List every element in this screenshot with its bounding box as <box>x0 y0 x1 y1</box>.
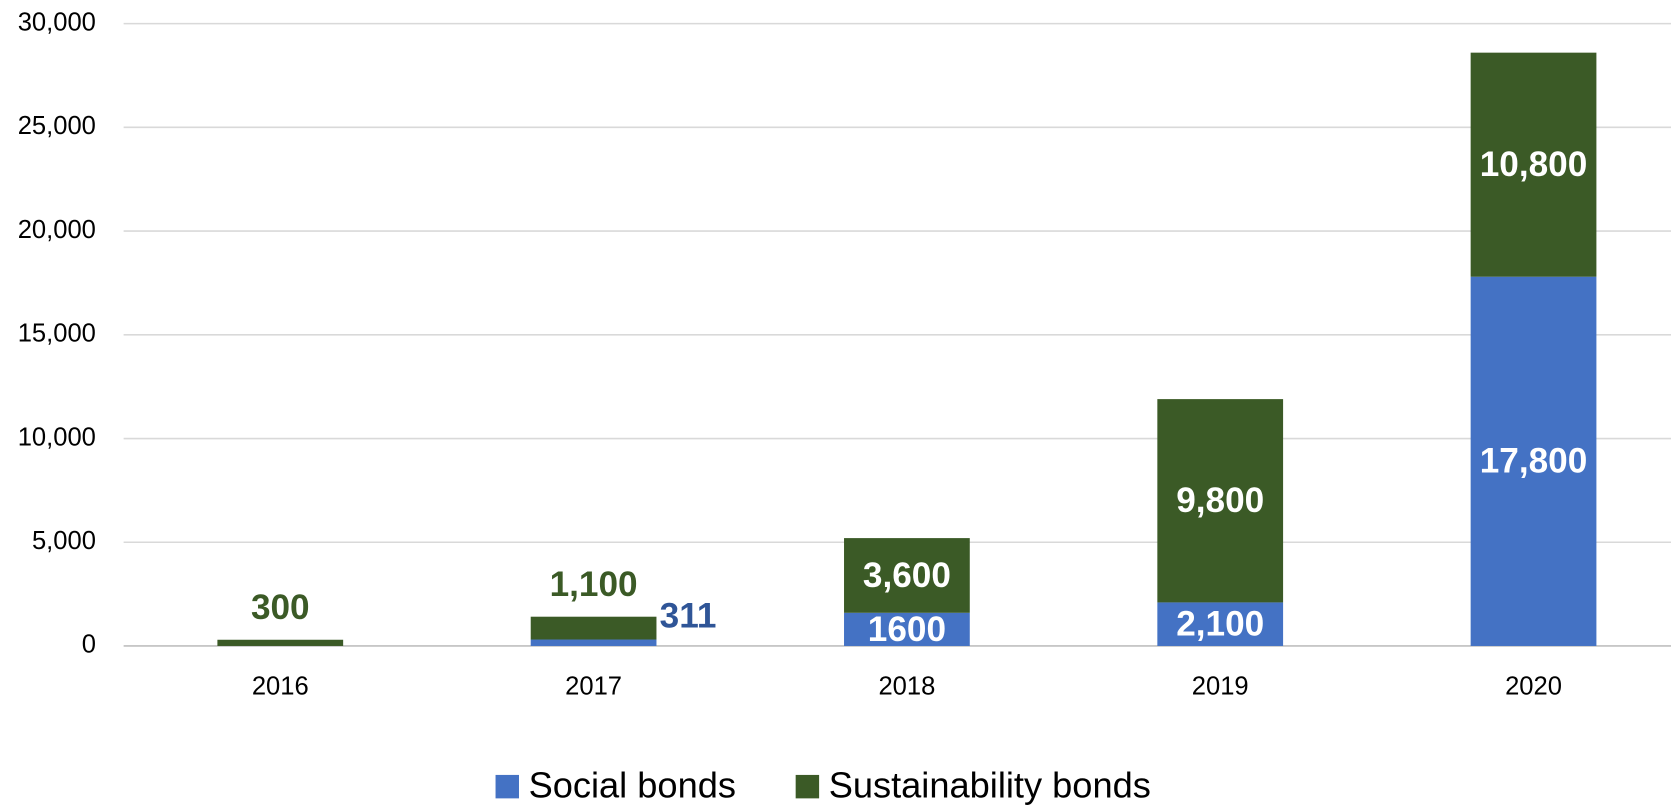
x-tick-label: 2019 <box>1192 672 1249 700</box>
bar-segment <box>1470 52 1597 277</box>
bar-segment <box>530 639 657 646</box>
y-tick-label: 5,000 <box>32 527 96 555</box>
bar-segment <box>844 612 970 646</box>
data-label: 311 <box>660 596 717 635</box>
data-label: 10,800 <box>1480 145 1588 184</box>
legend-swatch <box>495 774 519 799</box>
bar-segment <box>1470 276 1597 646</box>
data-label: 300 <box>251 588 310 627</box>
legend-label: Sustainability bonds <box>829 764 1151 805</box>
bar-segment <box>530 616 657 640</box>
bar-segment <box>1157 399 1284 603</box>
legend-swatch <box>795 774 820 799</box>
x-tick-label: 2020 <box>1505 672 1562 700</box>
bar-segment <box>217 639 344 646</box>
x-tick-label: 2016 <box>252 672 309 700</box>
y-tick-label: 10,000 <box>18 423 96 451</box>
y-tick-label: 20,000 <box>18 216 96 244</box>
y-tick-label: 15,000 <box>18 320 96 348</box>
data-label: 2,100 <box>1176 605 1264 644</box>
data-label: 1,100 <box>550 565 638 604</box>
data-label: 3,600 <box>863 556 951 595</box>
legend-label: Social bonds <box>529 764 736 805</box>
bar-segment <box>844 538 970 613</box>
bar-segment <box>1157 602 1284 646</box>
data-label: 9,800 <box>1176 481 1264 520</box>
data-label: 1600 <box>868 610 946 649</box>
x-tick-label: 2018 <box>878 672 935 700</box>
x-tick-label: 2017 <box>565 672 622 700</box>
y-tick-label: 30,000 <box>18 8 96 36</box>
data-label: 17,800 <box>1480 442 1588 481</box>
y-tick-label: 0 <box>82 631 96 659</box>
y-tick-label: 25,000 <box>18 112 96 140</box>
